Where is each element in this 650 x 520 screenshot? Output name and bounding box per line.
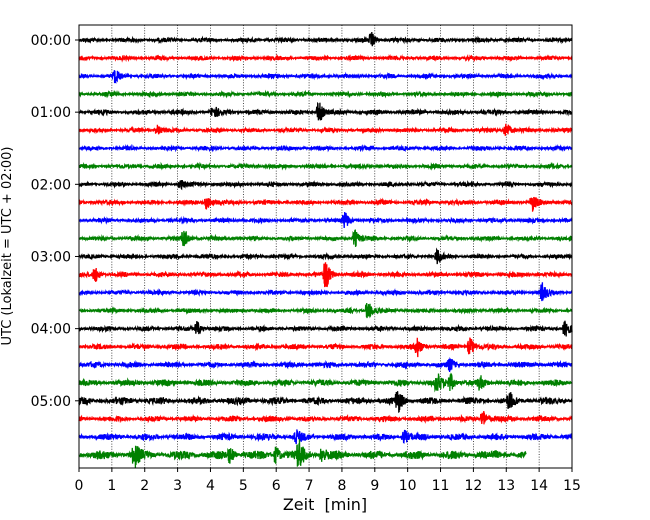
plot-frame [78, 24, 573, 469]
x-axis-label: Zeit [min] [283, 495, 367, 514]
x-tick-label: 10 [399, 478, 417, 494]
x-tick-label: 7 [305, 478, 314, 494]
x-tick-label: 0 [75, 478, 84, 494]
seismic-traces [78, 31, 573, 468]
trace-line [78, 302, 573, 319]
x-tick-label: 8 [337, 478, 346, 494]
x-tick-label: 2 [140, 478, 149, 494]
y-tick-label: 03:00 [31, 249, 71, 265]
trace-line [78, 429, 573, 445]
x-tick-label: 11 [432, 478, 450, 494]
trace-line [78, 282, 573, 302]
y-tick-label: 04:00 [31, 322, 71, 338]
trace-line [78, 196, 573, 212]
x-tick-label: 9 [370, 478, 379, 494]
trace-line [78, 229, 573, 247]
trace-line [78, 320, 573, 337]
y-tick-label: 00:00 [31, 33, 71, 49]
x-tick-label: 1 [107, 478, 116, 494]
trace-line [78, 372, 573, 393]
x-tick-label: 13 [497, 478, 515, 494]
trace-line [78, 337, 573, 358]
trace-line [78, 101, 573, 121]
trace-line [78, 410, 573, 425]
trace-line [78, 143, 573, 153]
trace-line [78, 439, 527, 468]
grid-lines [111, 25, 540, 468]
trace-line [78, 247, 573, 265]
y-axis: 00:00 01:00 02:00 03:00 04:00 05:00 [31, 33, 79, 410]
trace-line [78, 123, 573, 136]
y-axis-label: UTC (Lokalzeit = UTC + 02:00) [0, 147, 15, 346]
y-tick-label: 01:00 [31, 105, 71, 121]
trace-line [78, 31, 573, 47]
trace-line [78, 262, 573, 288]
trace-line [78, 89, 573, 99]
x-axis: 0 1 2 3 4 5 6 7 8 9 10 11 12 13 14 15 [75, 468, 581, 494]
y-tick-label: 05:00 [31, 394, 71, 410]
x-tick-label: 15 [563, 478, 581, 494]
trace-line [78, 179, 573, 191]
trace-line [78, 161, 573, 171]
x-tick-label: 12 [464, 478, 482, 494]
trace-line [78, 70, 573, 84]
trace-line [78, 357, 573, 373]
x-tick-label: 3 [173, 478, 182, 494]
y-tick-label: 02:00 [31, 177, 71, 193]
x-tick-label: 6 [272, 478, 281, 494]
x-tick-label: 14 [530, 478, 548, 494]
x-tick-label: 5 [239, 478, 248, 494]
trace-line [78, 53, 573, 63]
x-tick-label: 4 [206, 478, 215, 494]
trace-line [78, 211, 573, 229]
trace-line [78, 391, 573, 414]
